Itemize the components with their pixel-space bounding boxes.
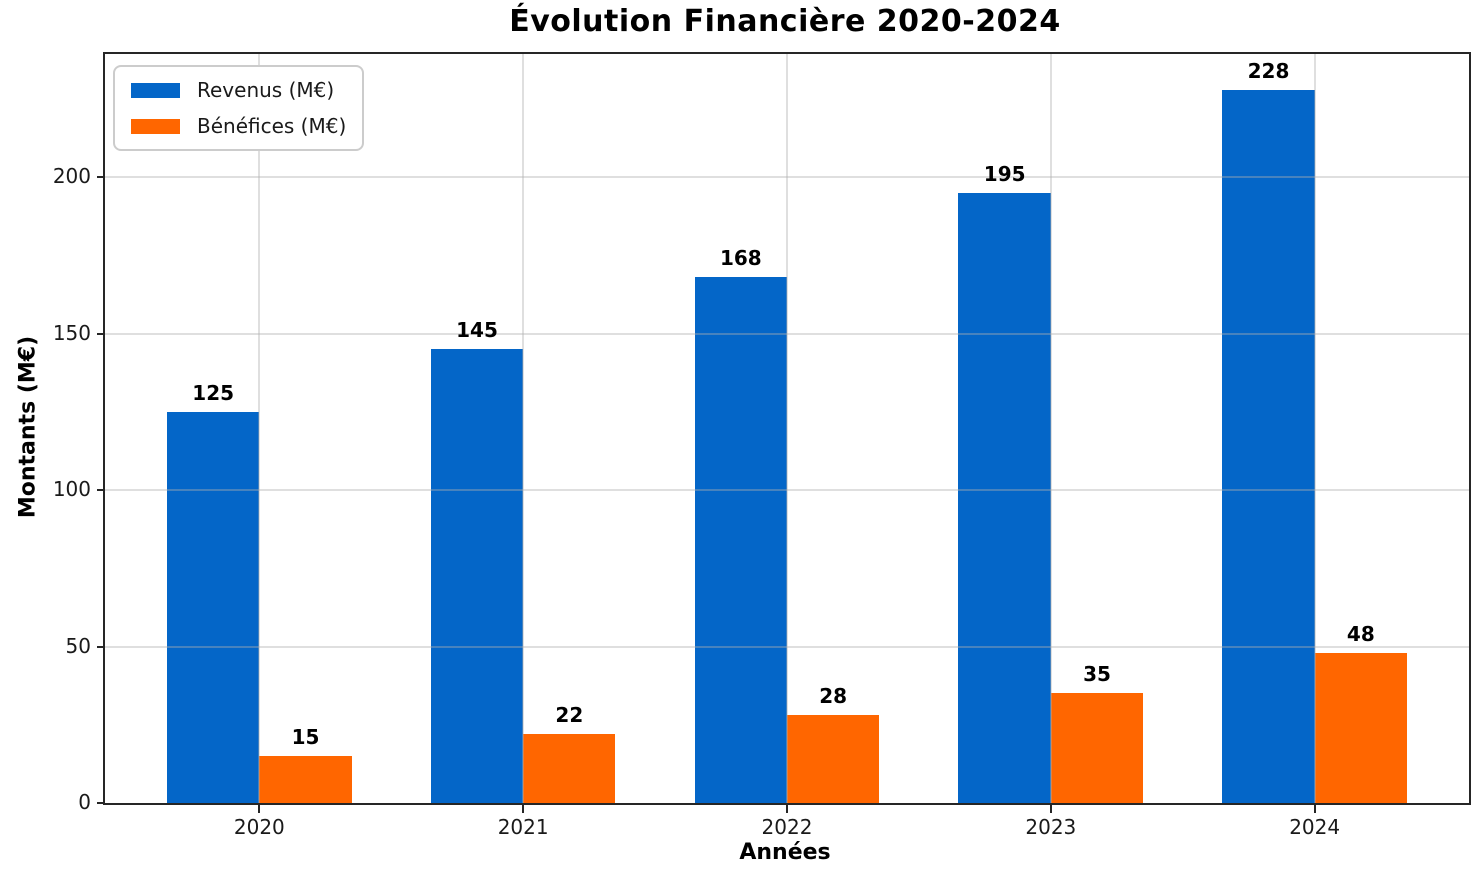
chart-title: Évolution Financière 2020-2024 xyxy=(509,4,1061,39)
x-tick-label: 2020 xyxy=(233,815,285,839)
bar-benefices-2022 xyxy=(787,715,880,803)
x-tick-label: 2023 xyxy=(1025,815,1077,839)
y-tick-label: 0 xyxy=(78,790,91,814)
bar-revenus-2022 xyxy=(694,277,787,803)
x-tick xyxy=(1313,805,1316,813)
legend-label: Revenus (M€) xyxy=(197,78,335,102)
bar-revenus-2021 xyxy=(430,349,524,803)
y-tick-label: 50 xyxy=(65,633,91,658)
x-tick xyxy=(786,805,788,813)
value-labels-layer: 125 145 168 195 228 15 22 28 35 48 xyxy=(105,54,1469,803)
x-axis-label: Années xyxy=(739,840,831,865)
x-tick-label: 2024 xyxy=(1289,815,1341,839)
legend-swatch-benefices xyxy=(131,118,180,134)
bar-benefices-2021 xyxy=(523,734,616,803)
bar-revenus-2020 xyxy=(167,411,260,803)
bar-value-label: 145 xyxy=(456,318,498,343)
bar-value-label: 28 xyxy=(819,684,848,709)
x-tick xyxy=(258,805,261,813)
bar-value-label: 15 xyxy=(291,725,320,750)
bar-value-label: 125 xyxy=(192,380,235,405)
bar-value-label: 168 xyxy=(719,246,762,271)
bar-value-label: 228 xyxy=(1247,58,1290,83)
legend-item-benefices: Bénéfices (M€) xyxy=(131,114,346,138)
x-tick xyxy=(522,805,525,813)
bar-benefices-2020 xyxy=(259,756,352,803)
legend-swatch-revenus xyxy=(131,82,180,98)
y-axis-label: Montants (M€) xyxy=(15,335,41,519)
legend-item-revenus: Revenus (M€) xyxy=(131,78,346,102)
y-tick xyxy=(97,332,105,335)
x-tick xyxy=(1049,805,1052,813)
y-tick xyxy=(97,176,105,179)
bar-value-label: 195 xyxy=(983,161,1026,186)
plot-area: 125 145 168 195 228 15 22 28 35 48 Revenus (M€) Bé… xyxy=(103,52,1471,805)
bar-revenus-2023 xyxy=(958,192,1051,803)
legend-label: Bénéfices (M€) xyxy=(197,114,347,138)
y-tick-label: 200 xyxy=(52,164,91,189)
legend: Revenus (M€) Bénéfices (M€) xyxy=(113,65,365,151)
bar-value-label: 22 xyxy=(555,703,584,728)
bar-benefices-2024 xyxy=(1314,652,1407,803)
bar-benefices-2023 xyxy=(1050,693,1144,803)
x-tick-label: 2022 xyxy=(761,815,813,839)
y-tick xyxy=(97,489,105,492)
bars-layer xyxy=(105,54,1469,803)
bar-value-label: 35 xyxy=(1083,662,1111,687)
y-tick-label: 150 xyxy=(52,320,91,345)
y-tick xyxy=(97,645,105,648)
bar-value-label: 48 xyxy=(1346,621,1375,646)
bar-revenus-2024 xyxy=(1222,89,1315,803)
x-tick-label: 2021 xyxy=(497,815,549,839)
y-tick xyxy=(97,802,105,804)
y-tick-label: 100 xyxy=(52,477,91,502)
